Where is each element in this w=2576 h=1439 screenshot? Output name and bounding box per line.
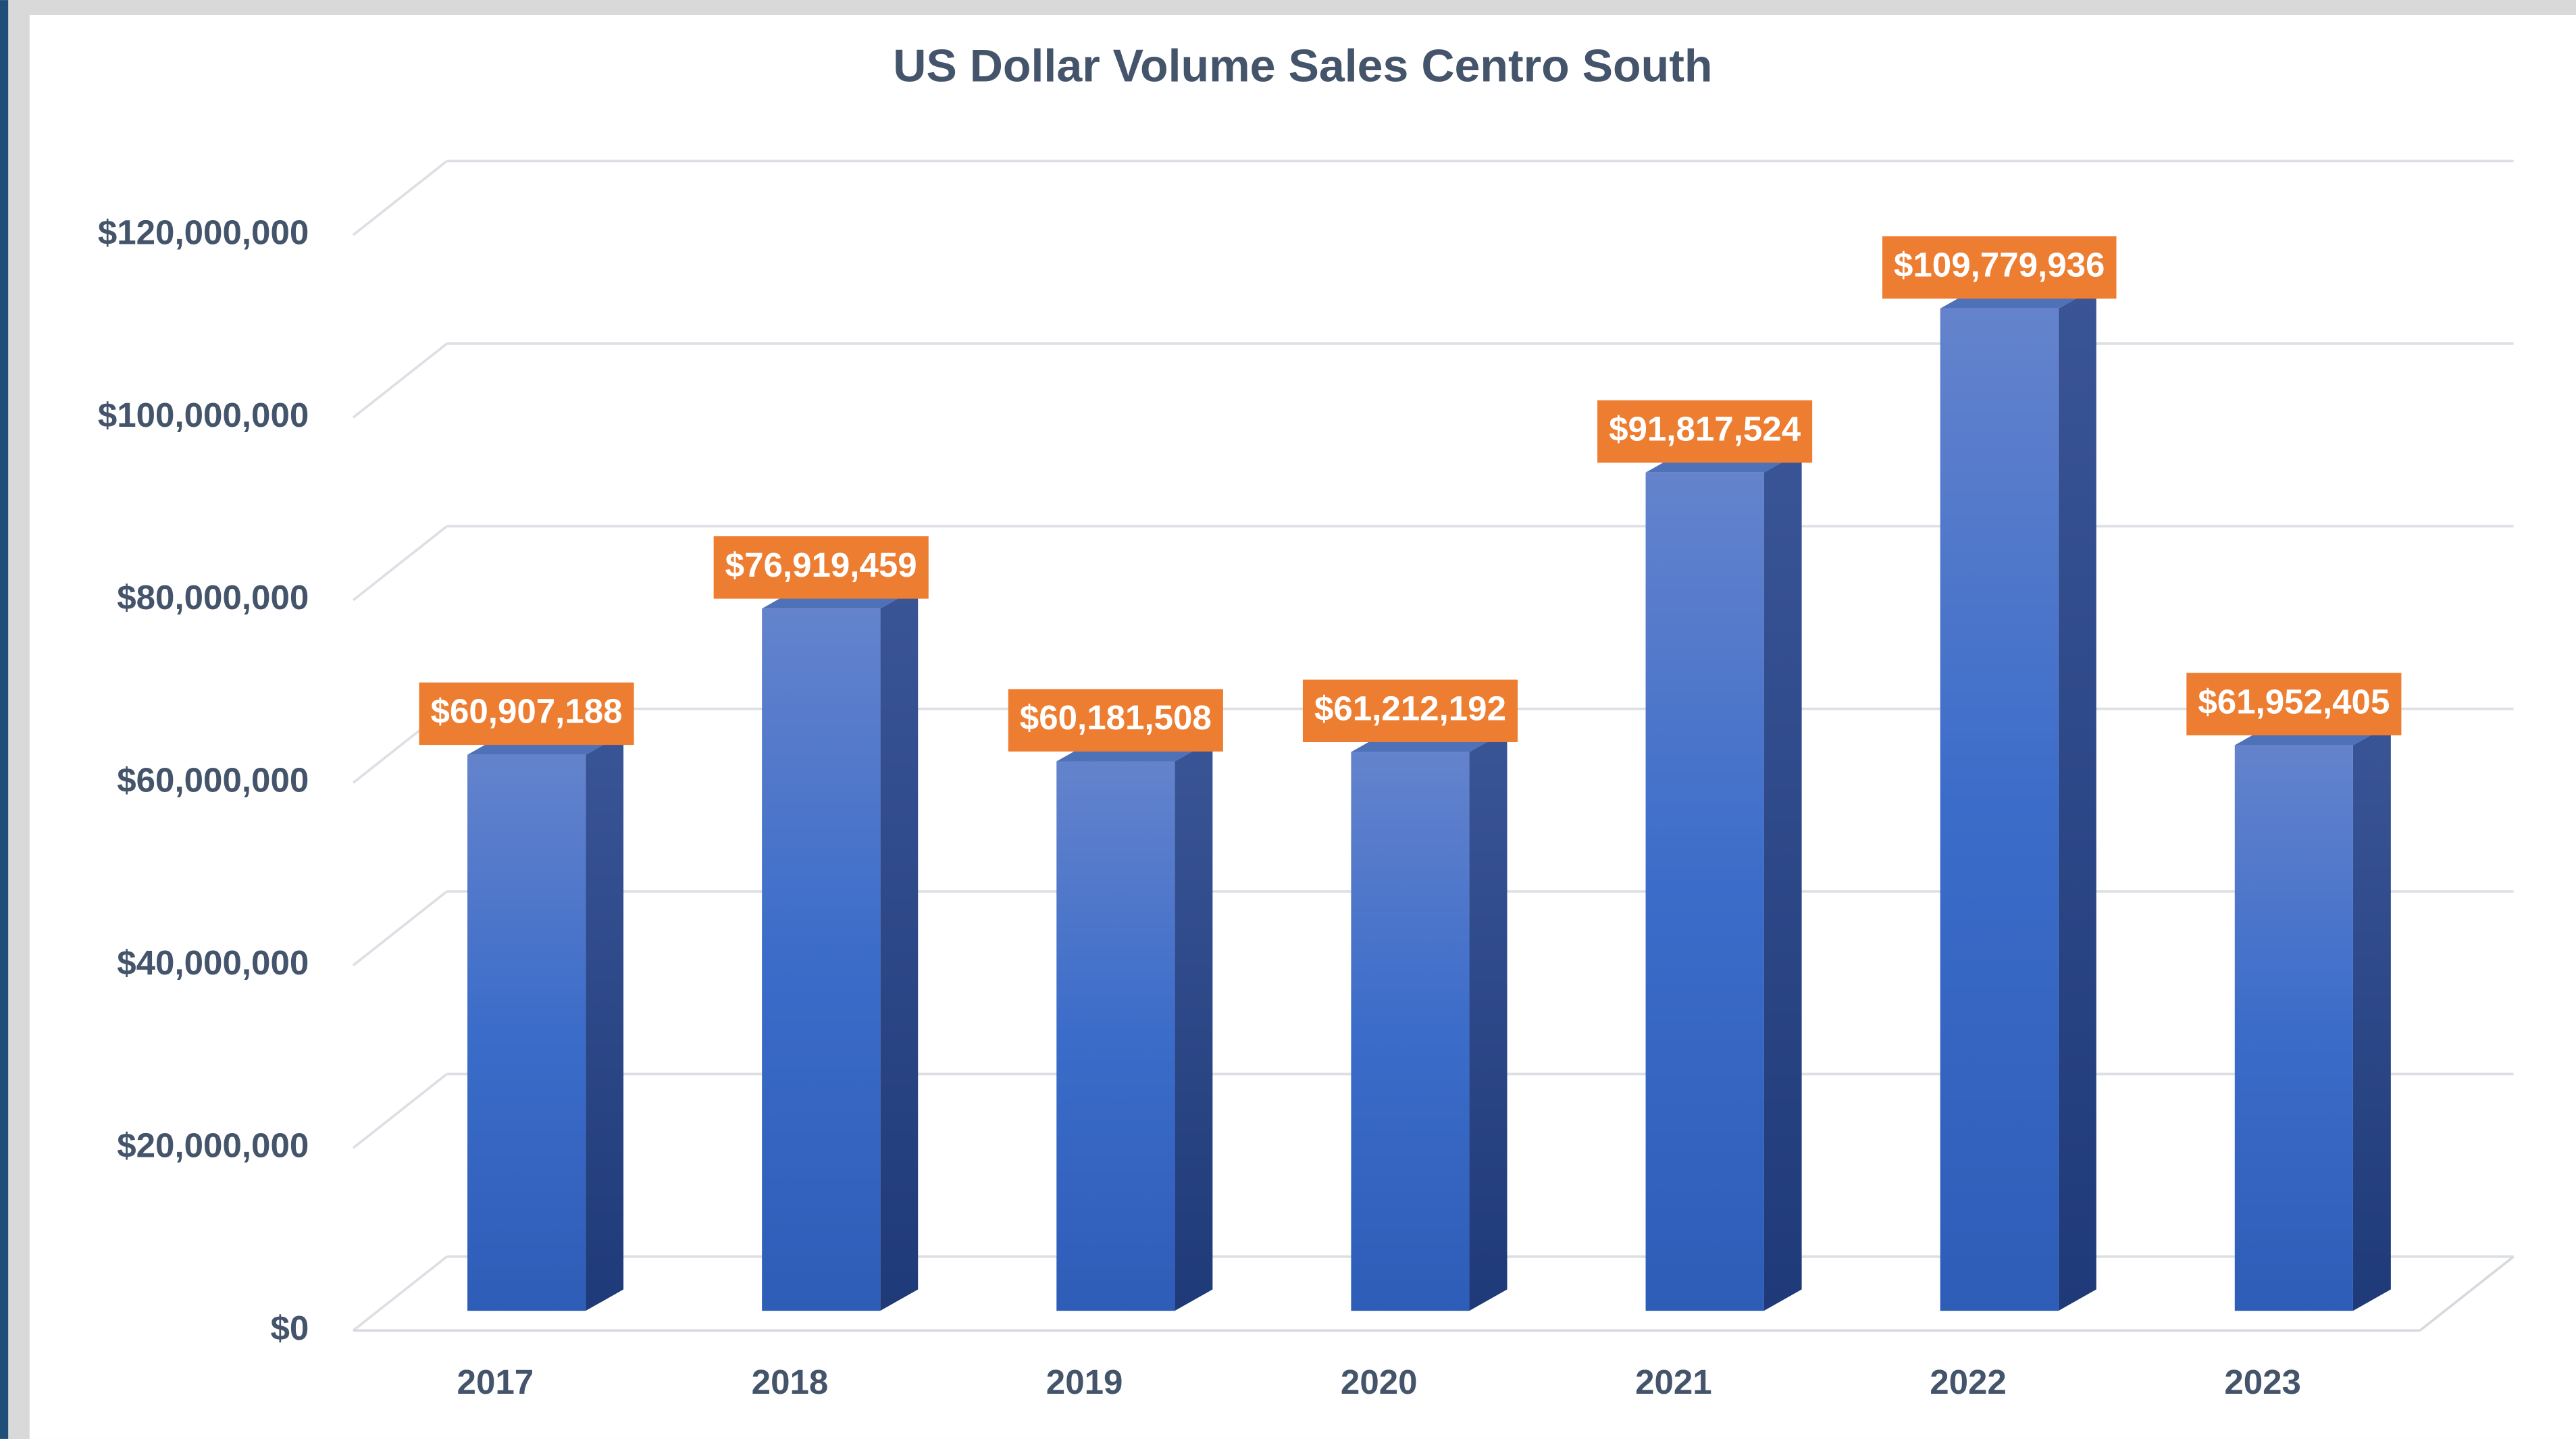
bar-side (1763, 451, 1802, 1311)
bar-side (586, 733, 624, 1311)
chart-title: US Dollar Volume Sales Centro South (893, 40, 1712, 91)
data-label: $109,779,936 (1894, 246, 2105, 284)
data-label-box (419, 682, 634, 745)
grid-line-side (352, 1255, 448, 1332)
y-tick-label: $60,000,000 (117, 761, 309, 800)
grid-line-side (352, 160, 448, 236)
bar-side (2352, 723, 2391, 1311)
bar-side (2058, 287, 2096, 1311)
left-strip (0, 0, 9, 1439)
bar (762, 608, 881, 1311)
grid-line-side (352, 525, 448, 602)
data-label: $61,952,405 (2198, 682, 2390, 721)
x-tick-label: 2022 (1930, 1363, 2007, 1401)
floor-edge (2419, 1255, 2515, 1332)
bar (2234, 745, 2353, 1311)
y-tick-label: $80,000,000 (117, 578, 309, 617)
y-tick-label: $100,000,000 (98, 396, 309, 434)
x-tick-label: 2021 (1635, 1363, 1712, 1401)
x-tick-label: 2023 (2224, 1363, 2301, 1401)
bar-side (1175, 739, 1213, 1311)
data-label-box (713, 536, 929, 599)
x-tick-label: 2019 (1046, 1363, 1123, 1401)
y-tick-label: $40,000,000 (117, 943, 309, 982)
data-label-box (1882, 236, 2117, 299)
data-label-box (1008, 689, 1223, 752)
data-label: $91,817,524 (1609, 409, 1801, 448)
bar-side (1469, 730, 1508, 1311)
y-tick-label: $120,000,000 (98, 213, 309, 251)
y-tick-label: $0 (270, 1309, 309, 1347)
data-label-box (2186, 673, 2402, 735)
data-label: $61,212,192 (1314, 689, 1506, 727)
x-tick-label: 2020 (1341, 1363, 1418, 1401)
grid-line-side (352, 342, 448, 419)
bar (1351, 752, 1470, 1311)
grid-line-side (352, 890, 448, 966)
data-label-box (1597, 400, 1813, 463)
bar (1056, 761, 1175, 1311)
x-tick-label: 2018 (752, 1363, 829, 1401)
y-tick-label: $20,000,000 (117, 1126, 309, 1164)
grid-line-side (352, 1073, 448, 1149)
bar (1645, 472, 1764, 1311)
data-label: $76,919,459 (725, 546, 917, 584)
data-label-box (1302, 679, 1518, 742)
data-label: $60,181,508 (1020, 698, 1212, 737)
x-tick-label: 2017 (457, 1363, 534, 1401)
bar (467, 754, 586, 1311)
bar-side (880, 587, 919, 1311)
bar (1940, 308, 2059, 1311)
data-label: $60,907,188 (431, 691, 623, 730)
